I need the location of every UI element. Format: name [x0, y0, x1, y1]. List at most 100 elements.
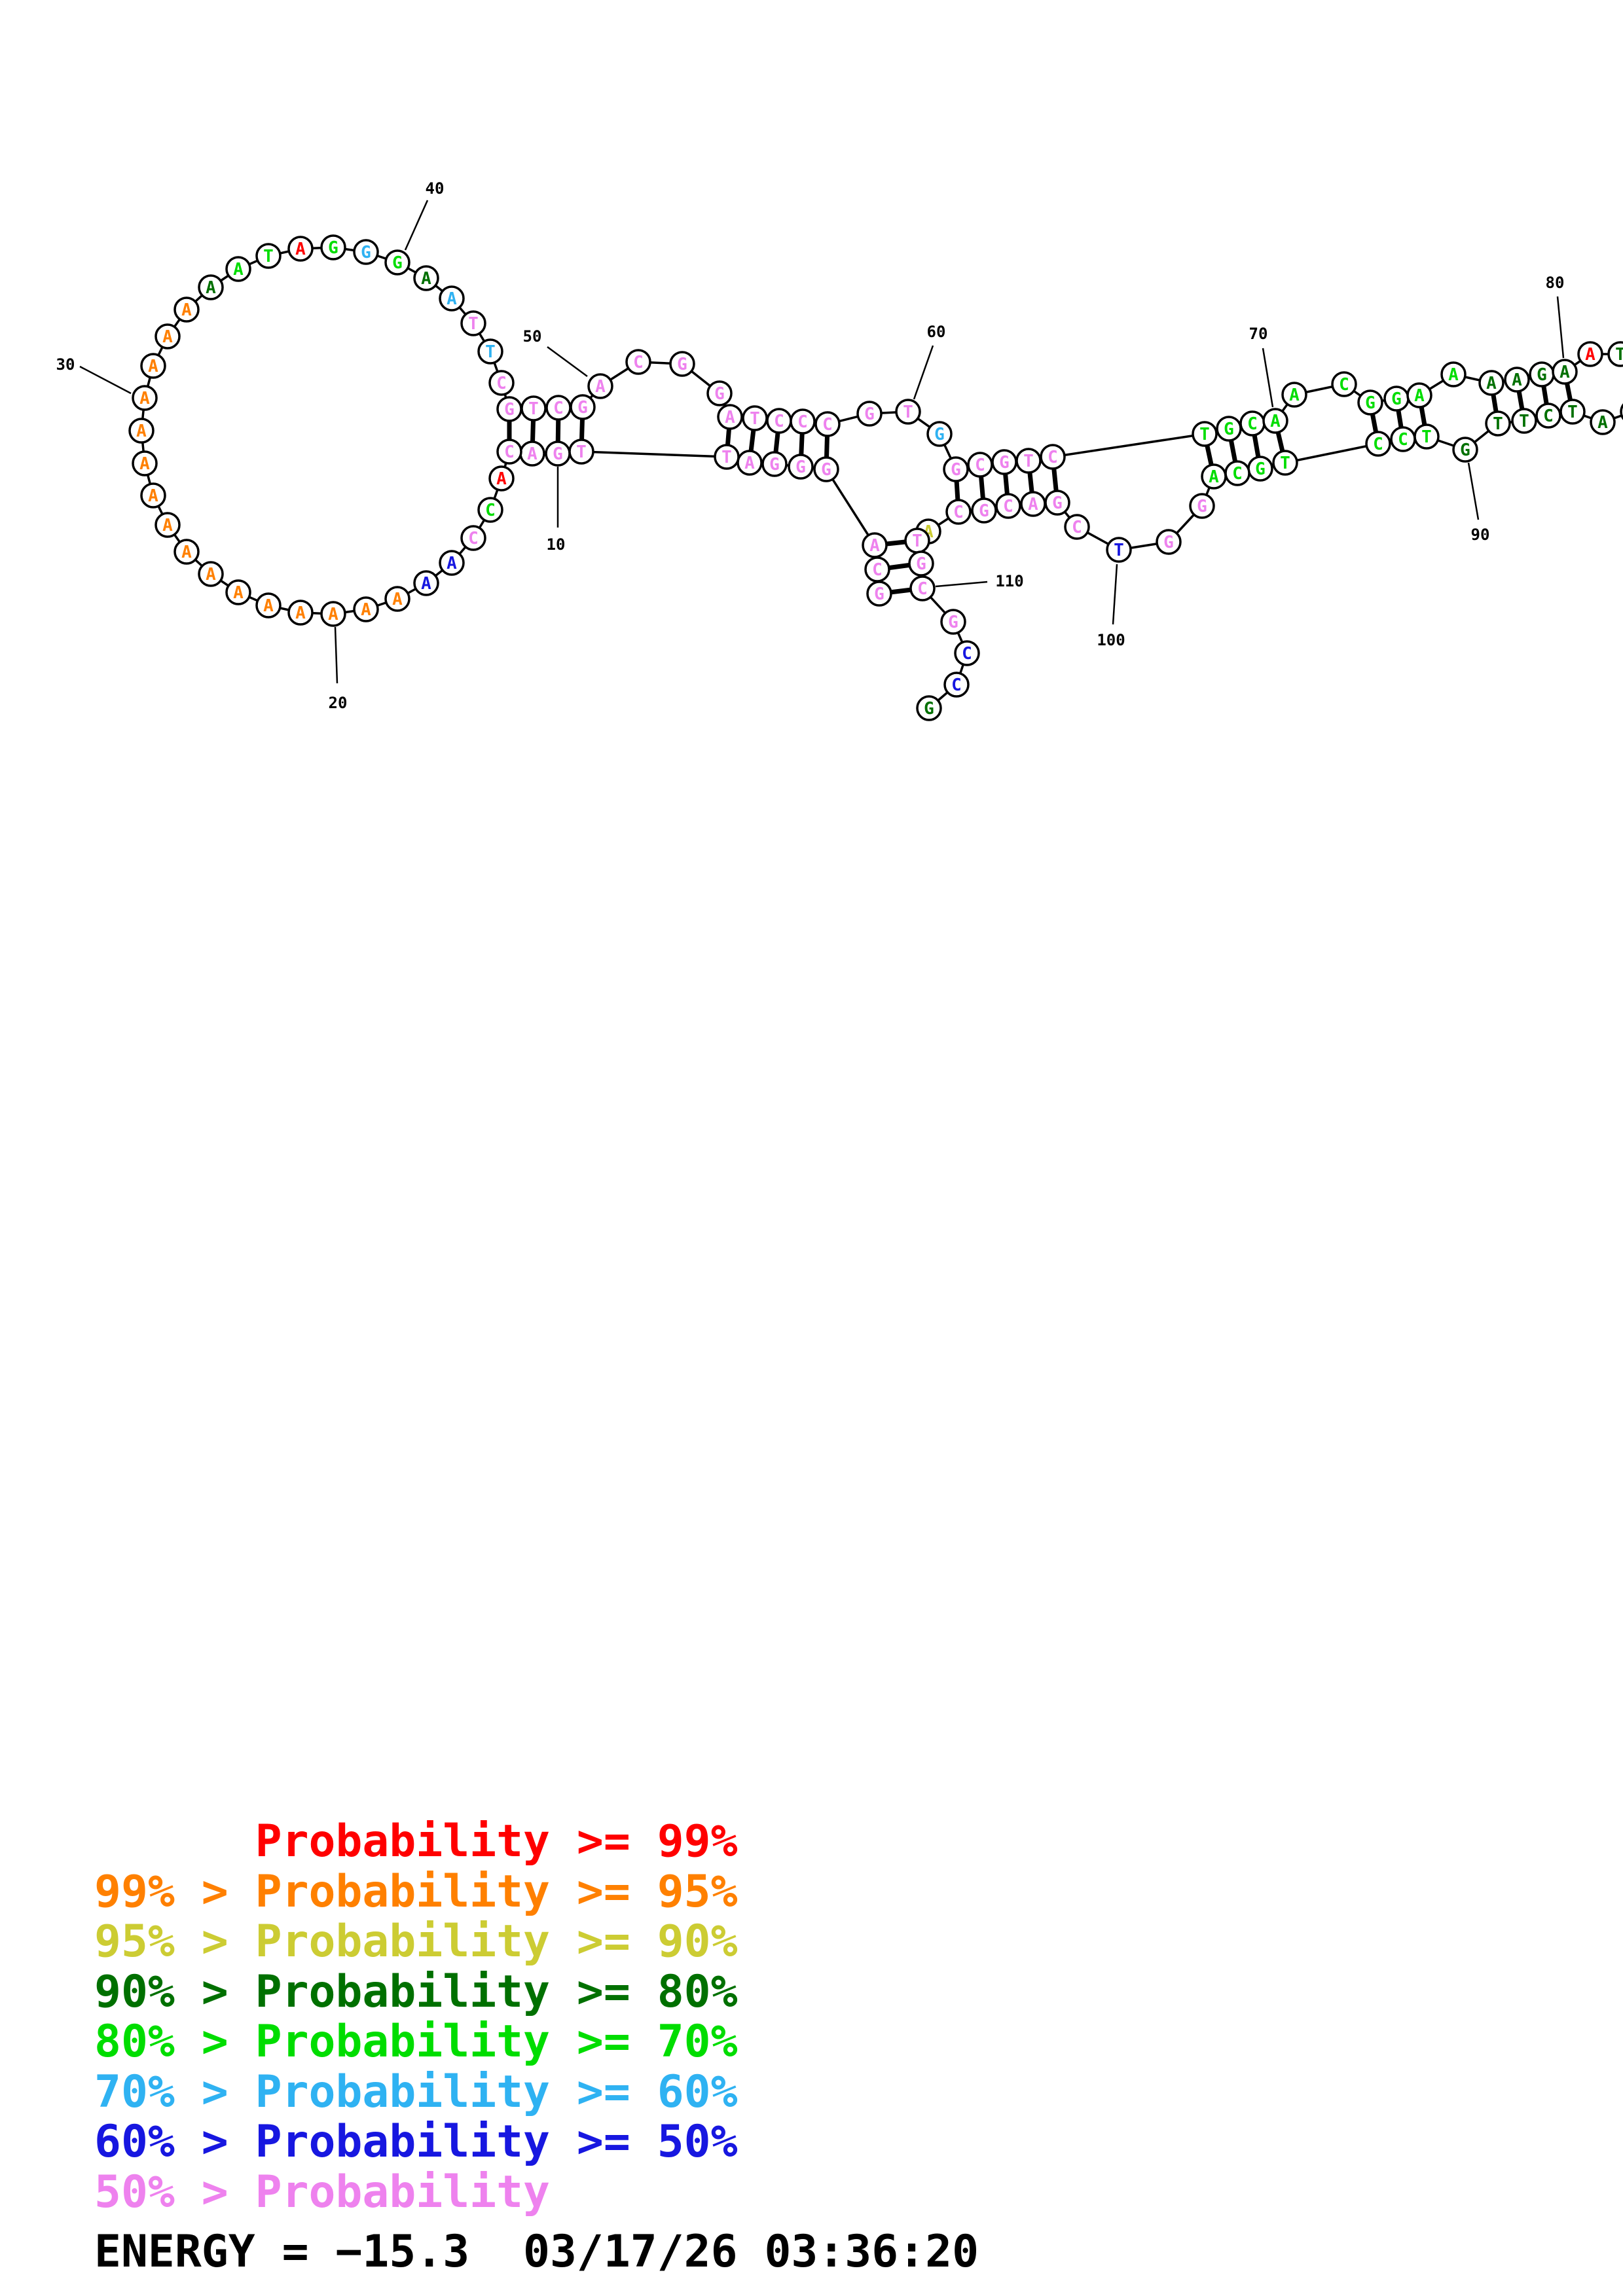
nucleotide-letter: C [504, 442, 515, 462]
nucleotide-letter: A [233, 583, 244, 603]
nucleotide-letter: A [148, 357, 158, 376]
label-leader-line [79, 365, 132, 395]
legend-line: 80% > Probability >= 70% [94, 2016, 738, 2068]
nucleotide-79: G [1529, 361, 1555, 387]
nucleotide-circle [943, 672, 970, 698]
position-label: 50 [523, 327, 542, 346]
nucleotide-27: A [140, 482, 166, 509]
nucleotide-circle [1440, 361, 1467, 387]
nucleotide-82: T [1607, 341, 1623, 367]
nucleotide-circle [1607, 341, 1623, 367]
nucleotide-51: C [625, 349, 651, 375]
nucleotide-94: T [1272, 450, 1298, 476]
nucleotide-5: G [788, 454, 814, 480]
nucleotide-circle [255, 592, 282, 619]
nucleotide-113: C [943, 672, 970, 698]
label-leader-lines [79, 200, 1565, 684]
nucleotide-letter: T [912, 531, 922, 551]
nucleotide-letter: G [924, 699, 934, 719]
nucleotide-letter: G [392, 253, 403, 273]
nucleotide-letter: G [769, 455, 780, 475]
nucleotide-99: G [1156, 529, 1182, 555]
legend-line: 99% > Probability >= 95% [94, 1866, 738, 1918]
nucleotide-letter: G [821, 460, 831, 480]
nucleotide-24: A [198, 561, 224, 587]
nucleotide-circle [570, 394, 596, 420]
nucleotide-letter: T [903, 403, 913, 422]
nucleotide-letter: A [725, 408, 735, 427]
nucleotide-111: G [940, 609, 966, 635]
nucleotide-circle [477, 497, 503, 523]
nucleotide-15: C [460, 525, 486, 551]
position-label: 90 [1471, 526, 1490, 544]
nucleotide-circle [1331, 371, 1357, 397]
nucleotide-letter: T [1023, 452, 1034, 471]
nucleotide-circle [895, 399, 921, 425]
nucleotide-letter: A [162, 516, 173, 535]
nucleotide-letter: C [951, 675, 962, 695]
nucleotide-56: C [766, 408, 792, 434]
nucleotide-69: C [1239, 410, 1266, 437]
nucleotide-23: A [225, 579, 251, 605]
backbone-segment [1285, 442, 1379, 464]
nucleotide-73: G [1357, 389, 1383, 416]
nucleotide-42: A [439, 285, 465, 312]
nucleotide-circle [128, 418, 155, 444]
label-leader-line [1262, 348, 1274, 408]
nucleotide-letter: A [1486, 374, 1497, 393]
nucleotide-letter: G [979, 501, 989, 521]
nucleotide-34: A [198, 274, 224, 300]
nucleotide-80: A [1552, 359, 1578, 385]
nucleotide-11: A [519, 440, 545, 467]
nucleotide-letter: A [1585, 345, 1596, 365]
nucleotide-letter: A [527, 444, 538, 464]
nucleotide-letter: T [1199, 425, 1210, 444]
nucleotide-circle [971, 497, 997, 524]
nucleotide-letter: C [1072, 518, 1082, 537]
position-label: 30 [56, 355, 75, 374]
nucleotide-71: A [1281, 382, 1307, 408]
nucleotide-letter: C [1373, 435, 1383, 454]
nucleotide-43: T [460, 310, 486, 336]
nucleotide-letter: A [181, 300, 192, 320]
nucleotide-50: A [587, 373, 613, 399]
nucleotide-13: A [488, 465, 515, 492]
nucleotide-letter: G [934, 425, 945, 444]
nucleotide-letter: A [328, 605, 338, 624]
nucleotide-circle [625, 349, 651, 375]
nucleotide-circle [320, 601, 346, 627]
nucleotide-circle [1365, 431, 1391, 457]
nucleotide-48: C [545, 395, 572, 421]
backbone-segment [1052, 433, 1205, 458]
nucleotide-letter: T [1493, 414, 1503, 434]
nucleotide-63: C [967, 452, 993, 478]
nucleotide-circle [926, 421, 953, 447]
position-labels: 10 20 30 40 50 60 70 80 90 100 110 [56, 179, 1565, 712]
nucleotide-letter: A [361, 600, 371, 620]
nucleotide-16: A [439, 550, 465, 576]
nucleotide-circle [1552, 359, 1578, 385]
nucleotide-circle [1064, 514, 1090, 540]
position-label: 40 [426, 179, 445, 198]
nucleotide-circle [856, 401, 883, 427]
nucleotide-letter: C [468, 529, 479, 548]
nucleotide-circle [587, 373, 613, 399]
nucleotide-circle [545, 440, 571, 467]
nucleotide-letter: A [295, 240, 306, 259]
legend-line: 70% > Probability >= 60% [94, 2066, 738, 2118]
nucleotide-17: A [413, 570, 439, 596]
nucleotide-letter: A [595, 377, 606, 397]
nucleotide-circle [862, 532, 888, 558]
nucleotide-circle [1189, 493, 1215, 519]
nucleotide-letter: A [1559, 363, 1570, 382]
nucleotide-40: G [384, 249, 410, 276]
nucleotide-circle [225, 256, 251, 282]
nucleotide-letter: C [485, 501, 496, 520]
nucleotide-65: T [1015, 448, 1042, 474]
position-label: 20 [329, 694, 348, 712]
nucleotide-circle [1015, 448, 1042, 474]
nucleotide-112: C [954, 640, 980, 666]
nucleotide-letter: G [864, 404, 875, 424]
nucleotide-circle [1452, 437, 1478, 463]
nucleotide-21: A [287, 600, 314, 626]
